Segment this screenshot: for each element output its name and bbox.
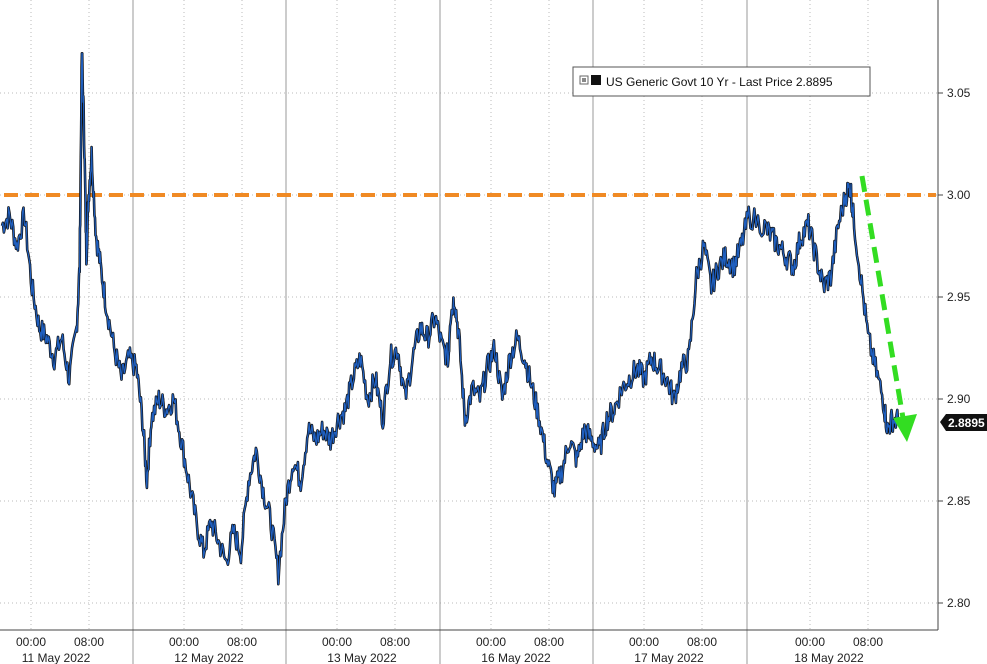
legend-box: US Generic Govt 10 Yr - Last Price 2.889… — [572, 66, 871, 97]
y-tick-label: 2.80 — [947, 596, 971, 610]
x-time-label: 08:00 — [853, 635, 883, 649]
session-separators — [0, 0, 939, 664]
arrow-head — [893, 414, 917, 442]
last-price-marker: 2.8895 — [940, 414, 987, 431]
y-tick-label: 2.90 — [947, 392, 971, 406]
legend-swatch-icon — [591, 75, 601, 85]
series-line-shadow — [0, 52, 900, 586]
y-tick-label: 2.85 — [947, 494, 971, 508]
x-time-label: 08:00 — [74, 635, 104, 649]
x-date-label: 17 May 2022 — [634, 651, 704, 664]
x-time-label: 08:00 — [380, 635, 410, 649]
arrow-shaft — [859, 175, 906, 419]
legend-label: US Generic Govt 10 Yr - Last Price 2.889… — [606, 75, 833, 89]
x-time-label: 08:00 — [227, 635, 257, 649]
x-time-label: 08:00 — [687, 635, 717, 649]
x-date-label: 11 May 2022 — [22, 651, 91, 664]
x-time-label: 08:00 — [534, 635, 564, 649]
x-time-label: 00:00 — [322, 635, 352, 649]
y-axis: 3.05 3.00 2.95 2.90 2.85 2.80 — [938, 86, 971, 610]
downtrend-arrow-annotation — [859, 175, 917, 442]
x-axis: 00:00 08:00 00:00 08:00 00:00 08:00 00:00 08:00… — [16, 635, 883, 664]
x-time-label: 00:00 — [16, 635, 46, 649]
x-time-label: 00:00 — [476, 635, 506, 649]
series-us-generic-govt-10yr — [0, 52, 900, 586]
x-date-label: 18 May 2022 — [794, 651, 864, 664]
x-date-label: 16 May 2022 — [481, 651, 551, 664]
x-time-label: 00:00 — [169, 635, 199, 649]
legend-toggle-dot-icon — [582, 78, 586, 82]
x-date-label: 13 May 2022 — [327, 651, 397, 664]
y-tick-label: 2.95 — [947, 290, 971, 304]
y-tick-label: 3.00 — [947, 188, 971, 202]
last-price-label: 2.8895 — [948, 416, 985, 430]
series-line — [1, 52, 899, 585]
x-time-label: 00:00 — [795, 635, 825, 649]
y-tick-label: 3.05 — [947, 86, 971, 100]
x-time-label: 00:00 — [629, 635, 659, 649]
x-date-label: 12 May 2022 — [174, 651, 244, 664]
